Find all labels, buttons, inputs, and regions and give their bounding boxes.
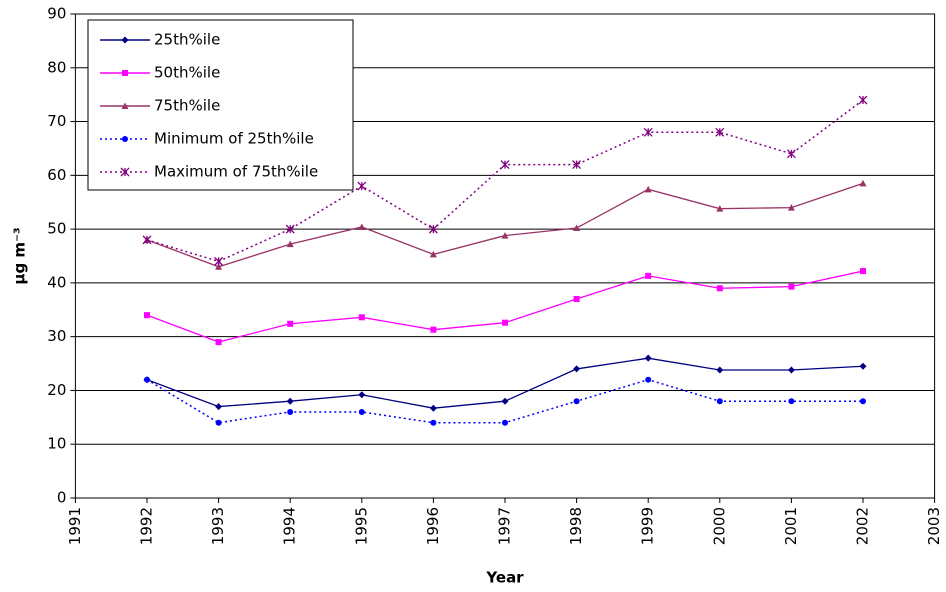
- marker: [428, 224, 438, 234]
- legend-label: 50th%ile: [154, 64, 220, 82]
- y-tick-label: 0: [57, 489, 67, 507]
- marker: [286, 240, 294, 248]
- marker: [215, 339, 222, 346]
- marker: [214, 256, 224, 266]
- marker: [858, 95, 868, 105]
- marker: [286, 397, 294, 405]
- marker: [786, 149, 796, 159]
- marker: [716, 398, 723, 405]
- x-tick-label: 1994: [281, 507, 299, 545]
- legend-label: 75th%ile: [154, 97, 220, 115]
- legend-box: [87, 19, 354, 191]
- marker: [215, 419, 222, 426]
- legend-marker: [121, 102, 129, 109]
- marker: [573, 398, 580, 405]
- x-tick-label: 2001: [782, 507, 800, 545]
- marker: [573, 365, 581, 373]
- y-tick-label: 90: [47, 5, 66, 23]
- marker: [142, 235, 152, 245]
- y-tick-label: 10: [47, 435, 66, 453]
- marker: [716, 285, 723, 292]
- x-axis-label: Year: [485, 569, 524, 587]
- marker: [215, 403, 223, 411]
- marker: [788, 283, 795, 290]
- legend-marker: [120, 167, 130, 177]
- y-tick-label: 70: [47, 112, 66, 130]
- marker: [645, 376, 652, 383]
- marker: [573, 224, 581, 232]
- marker: [787, 204, 795, 211]
- x-tick-label: 2000: [710, 507, 728, 545]
- marker: [144, 376, 150, 383]
- x-tick-label: 2003: [925, 507, 943, 545]
- series-line: [146, 270, 864, 343]
- y-tick-label: 60: [47, 166, 66, 184]
- marker: [573, 296, 580, 303]
- legend-label: Maximum of 75th%ile: [154, 163, 318, 181]
- legend-label: 25th%ile: [154, 31, 220, 49]
- marker: [572, 160, 582, 170]
- marker: [144, 312, 150, 319]
- y-tick-label: 30: [47, 327, 66, 345]
- marker: [860, 398, 866, 405]
- x-tick-label: 1992: [138, 507, 156, 545]
- marker: [430, 326, 437, 333]
- x-tick-label: 1996: [424, 507, 442, 545]
- marker: [358, 314, 365, 321]
- marker: [429, 250, 437, 258]
- marker: [644, 185, 652, 193]
- legend-marker: [122, 70, 128, 76]
- legend-marker: [122, 136, 128, 142]
- marker: [358, 408, 365, 415]
- marker: [716, 366, 724, 374]
- x-tick-label: 1995: [352, 507, 370, 545]
- marker: [859, 362, 867, 370]
- marker: [285, 224, 295, 234]
- marker: [430, 419, 437, 426]
- marker: [502, 319, 508, 326]
- marker: [644, 354, 652, 362]
- marker: [501, 232, 509, 239]
- x-tick-label: 2002: [854, 507, 872, 545]
- y-tick-label: 20: [47, 381, 66, 399]
- marker: [358, 391, 366, 399]
- marker: [429, 404, 437, 412]
- marker: [287, 408, 294, 415]
- marker: [500, 160, 510, 170]
- legend-marker: [121, 36, 129, 44]
- marker: [860, 268, 866, 275]
- marker: [715, 127, 725, 137]
- marker: [859, 179, 867, 187]
- marker: [716, 205, 724, 212]
- y-axis-label: µg m⁻³: [11, 227, 29, 284]
- series-line: [146, 182, 864, 268]
- x-tick-label: 1993: [209, 507, 227, 545]
- legend-label: Minimum of 25th%ile: [154, 130, 314, 148]
- marker: [645, 272, 652, 279]
- marker: [357, 181, 367, 191]
- x-tick-label: 1998: [567, 507, 585, 545]
- marker: [643, 127, 653, 137]
- marker: [502, 419, 508, 426]
- y-tick-label: 40: [47, 273, 66, 291]
- x-tick-label: 1991: [66, 507, 84, 545]
- marker: [287, 320, 294, 327]
- y-tick-label: 80: [47, 58, 66, 76]
- x-tick-label: 1999: [639, 507, 657, 545]
- marker: [501, 397, 509, 405]
- marker: [215, 263, 223, 270]
- marker: [358, 223, 366, 230]
- marker: [787, 366, 795, 374]
- marker: [788, 398, 795, 405]
- y-tick-label: 50: [47, 220, 66, 238]
- x-tick-label: 1997: [496, 507, 514, 545]
